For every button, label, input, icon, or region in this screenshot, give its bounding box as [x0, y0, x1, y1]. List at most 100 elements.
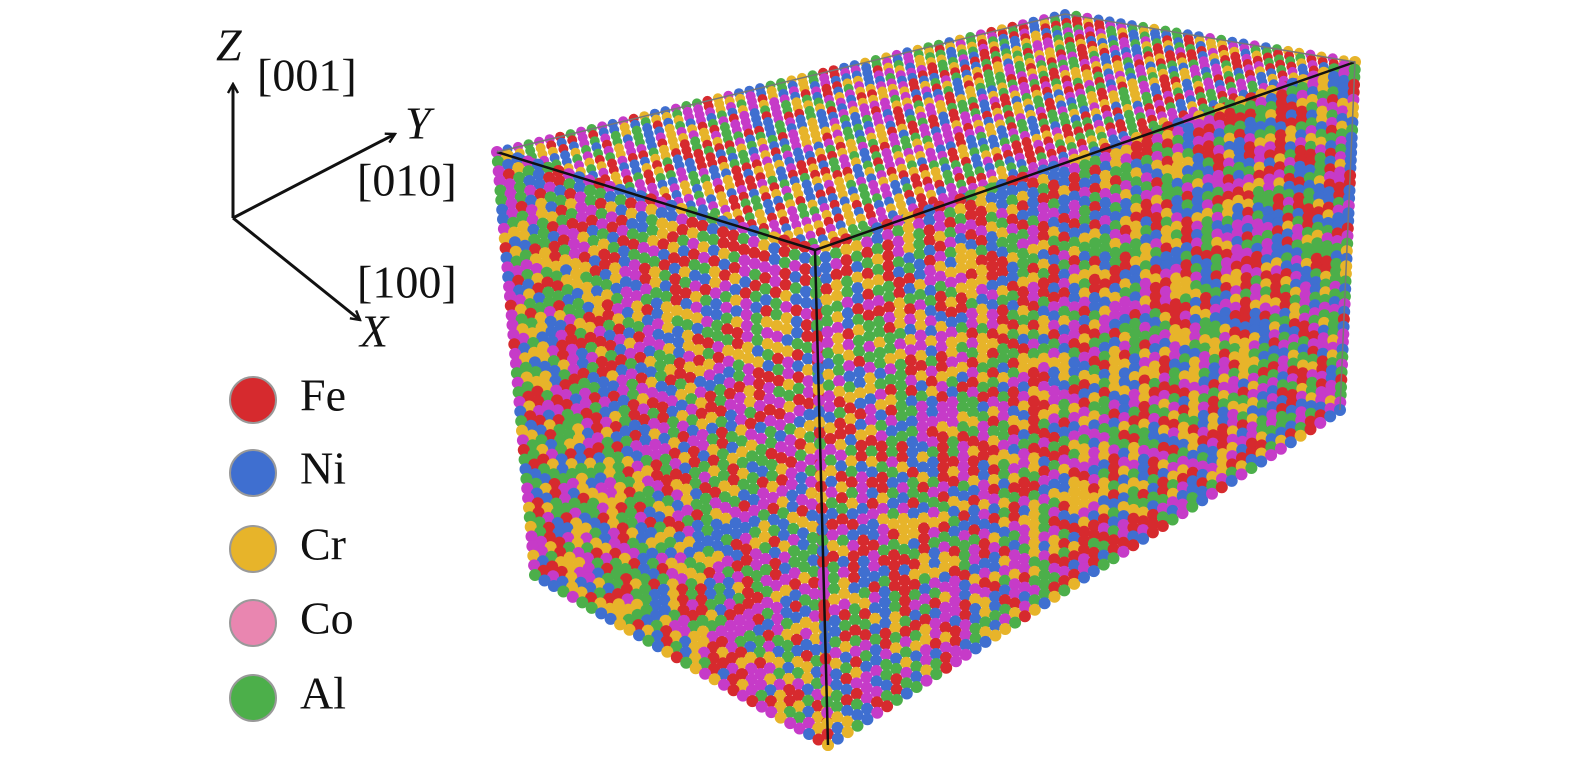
atom — [738, 233, 750, 245]
atom — [873, 316, 885, 328]
atom — [838, 556, 850, 568]
atom — [893, 256, 905, 268]
atom — [837, 535, 849, 547]
atom — [708, 245, 720, 257]
atom — [727, 230, 739, 242]
atom — [676, 214, 688, 226]
atom — [864, 351, 876, 363]
atom — [844, 381, 856, 393]
atom — [885, 384, 897, 396]
atom — [882, 229, 894, 241]
atom — [907, 487, 919, 499]
atom — [874, 347, 886, 359]
atom — [780, 301, 792, 313]
atom — [719, 259, 731, 271]
atom — [894, 318, 906, 330]
atom — [770, 287, 782, 299]
atom — [833, 386, 845, 398]
atom — [799, 263, 811, 275]
atom — [914, 269, 926, 281]
atom — [700, 284, 712, 296]
atom — [845, 445, 857, 457]
y-direction: [010] — [357, 155, 457, 206]
atom — [841, 265, 853, 277]
atom — [845, 424, 857, 436]
atom — [799, 252, 811, 264]
atom — [868, 540, 880, 552]
atom — [888, 518, 900, 530]
atom — [710, 298, 722, 310]
atom — [709, 266, 721, 278]
atom — [854, 377, 866, 389]
atom — [914, 248, 926, 260]
atom — [718, 248, 730, 260]
atom — [677, 235, 689, 247]
atom — [769, 253, 781, 265]
atom — [687, 227, 699, 239]
atom — [857, 524, 869, 536]
atom — [872, 243, 884, 255]
atom — [905, 354, 917, 366]
atom — [916, 421, 928, 433]
atom — [858, 556, 870, 568]
atom — [869, 602, 881, 614]
atom — [719, 280, 731, 292]
atom — [904, 283, 916, 295]
atom — [856, 461, 868, 473]
atom — [895, 369, 907, 381]
atom — [894, 297, 906, 309]
atom — [834, 407, 846, 419]
atom — [865, 404, 877, 416]
atom — [833, 375, 845, 387]
atom — [831, 269, 843, 281]
atom — [717, 226, 729, 238]
atom — [907, 446, 919, 458]
atom — [677, 224, 689, 236]
atom — [835, 439, 847, 451]
atom — [823, 380, 835, 392]
atom — [667, 231, 679, 243]
atom — [791, 327, 803, 339]
atom — [739, 276, 751, 288]
atom — [852, 293, 864, 305]
atom — [825, 444, 837, 456]
atom — [821, 283, 833, 295]
atom — [895, 349, 907, 361]
atom — [905, 344, 917, 356]
atom — [877, 503, 889, 515]
atom — [820, 273, 832, 285]
atom — [904, 324, 916, 336]
atom — [915, 360, 927, 372]
atom — [854, 398, 866, 410]
atom — [918, 533, 930, 545]
atom — [884, 312, 896, 324]
atom — [626, 208, 638, 220]
atom — [916, 401, 928, 413]
atom — [896, 431, 908, 443]
atom — [895, 390, 907, 402]
atom — [873, 295, 885, 307]
atom — [889, 580, 901, 592]
atom — [833, 354, 845, 366]
legend-label: Ni — [300, 443, 346, 494]
atom — [748, 236, 760, 248]
atom — [846, 476, 858, 488]
atom — [884, 343, 896, 355]
atom — [821, 315, 833, 327]
atom — [843, 350, 855, 362]
atom — [822, 326, 834, 338]
atom — [605, 191, 617, 203]
atom — [825, 454, 837, 466]
atom — [898, 523, 910, 535]
atom — [827, 529, 839, 541]
atom — [913, 228, 925, 240]
atom — [874, 337, 886, 349]
atom — [906, 385, 918, 397]
atom — [822, 358, 834, 370]
legend-label: Co — [300, 593, 354, 644]
atom — [840, 641, 852, 653]
legend-swatch — [230, 600, 276, 646]
atom — [863, 341, 875, 353]
atom — [699, 263, 711, 275]
atom — [847, 519, 859, 531]
